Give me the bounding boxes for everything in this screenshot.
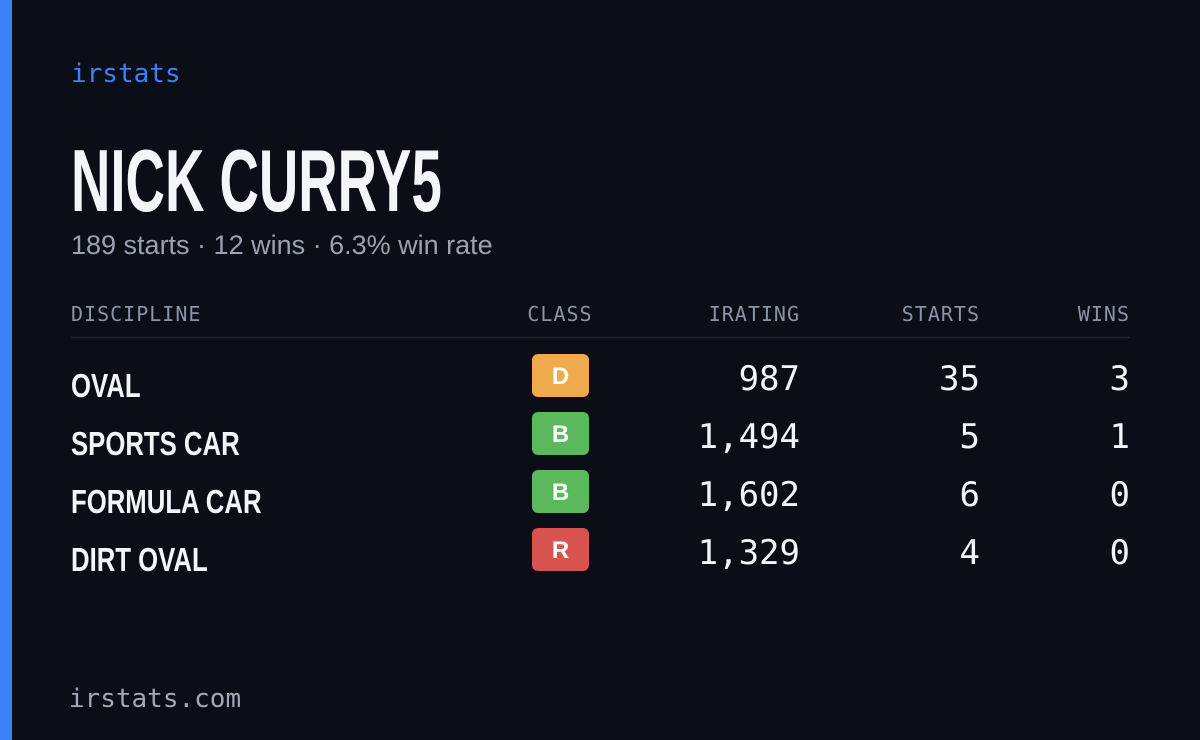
starts: 6 <box>960 475 980 515</box>
column-header: IRATING <box>709 302 800 326</box>
column-header: DISCIPLINE <box>71 302 201 326</box>
irating: 1,494 <box>698 417 800 457</box>
discipline: DIRT OVAL <box>71 542 208 579</box>
column-header: STARTS <box>902 302 980 326</box>
wins: 0 <box>1110 475 1130 515</box>
footer: irstats.com <box>69 684 241 714</box>
discipline: OVAL <box>71 368 141 405</box>
class-badge <box>532 412 589 455</box>
class-badge <box>532 528 589 571</box>
accent-bar <box>0 0 12 740</box>
discipline: SPORTS CAR <box>71 426 240 463</box>
class-letter: R <box>552 537 569 564</box>
player-name: NICK CURRY5 <box>71 132 442 231</box>
starts: 35 <box>939 359 980 399</box>
column-header: CLASS <box>527 302 592 326</box>
class-letter: B <box>552 421 569 448</box>
brand: irstats <box>71 59 181 89</box>
class-badge <box>532 470 589 513</box>
starts: 4 <box>960 533 980 573</box>
class-letter: B <box>552 479 569 506</box>
irating: 987 <box>739 359 800 399</box>
starts: 5 <box>960 417 980 457</box>
column-header: WINS <box>1078 302 1130 326</box>
summary: 189 starts · 12 wins · 6.3% win rate <box>71 230 493 260</box>
discipline: FORMULA CAR <box>71 484 262 521</box>
class-letter: D <box>552 363 569 390</box>
wins: 0 <box>1110 533 1130 573</box>
class-badge <box>532 354 589 397</box>
wins: 1 <box>1110 417 1130 457</box>
irating: 1,329 <box>698 533 800 573</box>
irating: 1,602 <box>698 475 800 515</box>
wins: 3 <box>1110 359 1130 399</box>
